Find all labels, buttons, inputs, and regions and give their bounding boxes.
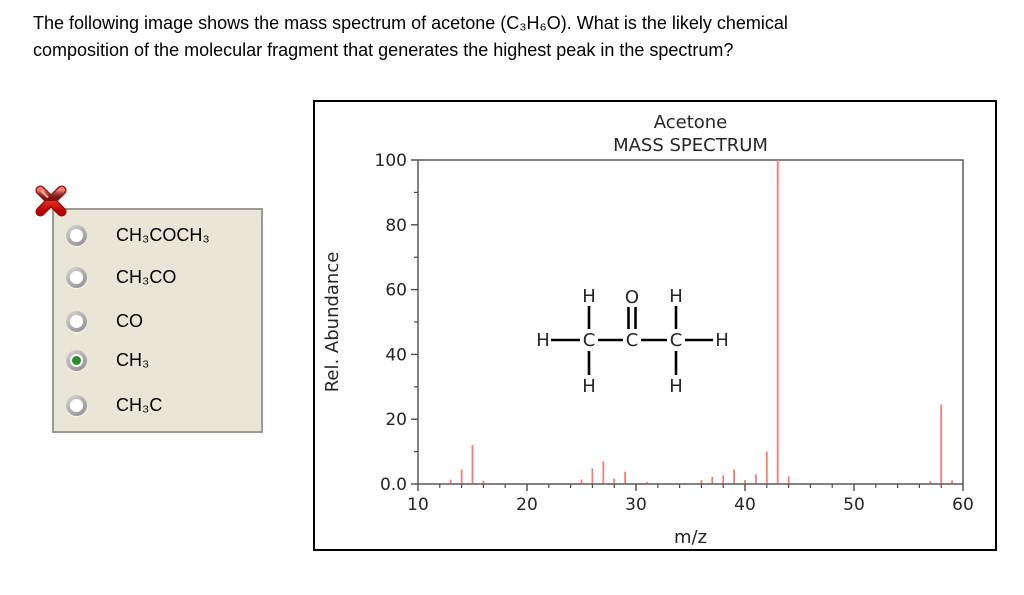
atom-HL: H [536, 330, 550, 351]
option-row[interactable]: CH₃ [54, 339, 149, 381]
y-tick-label: 100 [375, 151, 407, 171]
spectrum-peaks [449, 160, 953, 484]
y-axis-label: Rel. Abundance [322, 252, 343, 393]
atom-HB3: H [669, 376, 683, 397]
mass-spectrum-chart: Acetone MASS SPECTRUM m/z Rel. Abundance… [322, 112, 974, 548]
option-row[interactable]: CH₃COCH₃ [54, 214, 210, 256]
option-label[interactable]: CH₃ [116, 349, 150, 370]
y-tick-label: 20 [385, 410, 407, 430]
acetone-structure-diagram: H C C C H O H H H H [536, 286, 729, 397]
atom-HT3: H [669, 286, 683, 307]
y-tick-label: 60 [385, 281, 407, 301]
radio-button[interactable] [66, 394, 87, 416]
option-label[interactable]: CH₃CO [116, 266, 177, 287]
atom-O: O [625, 287, 639, 308]
red-x-glyph [35, 185, 67, 217]
question-line-1: The following image shows the mass spect… [33, 13, 788, 33]
question-line-2: composition of the molecular fragment th… [33, 40, 734, 60]
x-tick-label: 50 [843, 495, 865, 515]
atom-HR: H [715, 330, 729, 351]
atom-HT1: H [582, 286, 596, 307]
x-tick-label: 20 [516, 495, 538, 515]
chart-subtitle: MASS SPECTRUM [613, 135, 768, 156]
atom-C3: C [670, 330, 683, 351]
x-tick-label: 60 [952, 495, 974, 515]
atom-C1: C [583, 330, 596, 351]
chart-axes: 0.0 20 40 60 80 100 10 20 30 40 50 60 [375, 151, 974, 515]
option-row[interactable]: CO [54, 300, 143, 342]
x-tick-label: 30 [625, 495, 647, 515]
radio-button-selected[interactable] [66, 349, 87, 371]
y-tick-label: 80 [385, 216, 407, 236]
radio-inner [70, 398, 83, 412]
red-x-icon[interactable] [35, 185, 67, 217]
x-axis-label: m/z [674, 527, 707, 548]
option-label[interactable]: CO [116, 310, 143, 331]
radio-selected-dot [72, 355, 81, 365]
y-tick-label: 0.0 [380, 475, 407, 495]
atom-HB1: H [582, 376, 596, 397]
radio-button[interactable] [66, 224, 87, 246]
mass-spectrum-figure: Acetone MASS SPECTRUM m/z Rel. Abundance… [313, 100, 997, 551]
plot-border [417, 159, 964, 485]
x-tick-label: 40 [734, 495, 756, 515]
radio-inner [70, 270, 83, 284]
radio-button[interactable] [66, 310, 87, 332]
radio-inner [70, 353, 83, 367]
option-row[interactable]: CH₃CO [54, 256, 176, 298]
option-row[interactable]: CH₃C [54, 384, 162, 426]
option-label[interactable]: CH₃COCH₃ [116, 224, 210, 245]
chart-title: Acetone [654, 112, 728, 133]
answer-panel: CH₃COCH₃ CH₃CO CO CH₃ CH₃C [52, 208, 263, 433]
x-tick-label: 10 [407, 495, 429, 515]
question-text: The following image shows the mass spect… [33, 10, 993, 64]
radio-button[interactable] [66, 266, 87, 288]
option-label[interactable]: CH₃C [116, 394, 163, 415]
radio-inner [70, 314, 83, 328]
y-tick-label: 40 [385, 345, 407, 365]
radio-inner [70, 228, 83, 242]
atom-C2: C [626, 330, 639, 351]
